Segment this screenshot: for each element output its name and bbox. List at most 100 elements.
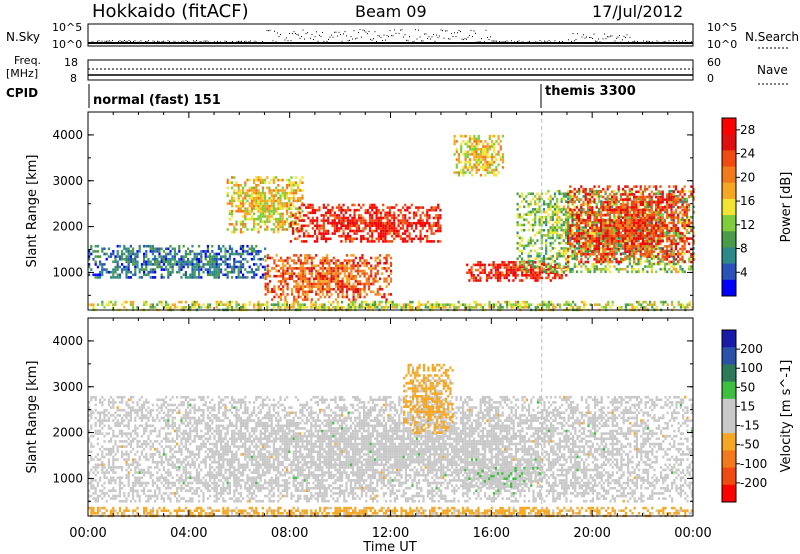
data-cell [123, 265, 126, 269]
data-cell [162, 268, 165, 271]
data-cell [377, 232, 380, 235]
data-cell [266, 225, 269, 229]
data-cell [562, 197, 565, 201]
data-cell [371, 303, 374, 306]
data-cell [672, 252, 675, 255]
data-cell [382, 216, 385, 220]
data-cell [310, 300, 313, 304]
data-cell [538, 266, 541, 269]
nsky-point [505, 41, 506, 43]
data-cell [118, 276, 121, 279]
data-cell [499, 147, 502, 151]
nsky-point [157, 40, 158, 42]
data-cell [158, 247, 161, 251]
data-cell [657, 208, 660, 211]
data-cell [377, 237, 380, 241]
data-cell [136, 263, 139, 266]
data-cell [244, 268, 247, 271]
nsky-point [152, 40, 154, 42]
data-cell [474, 268, 478, 272]
data-cell [321, 290, 324, 294]
data-cell [279, 207, 282, 210]
data-cell [514, 261, 517, 264]
data-cell [127, 255, 130, 258]
data-cell [558, 208, 561, 211]
nsky-point [343, 33, 344, 35]
data-cell [246, 207, 249, 210]
data-cell [282, 274, 285, 278]
data-cell [501, 274, 504, 277]
data-cell [357, 216, 361, 220]
data-cell [282, 293, 285, 296]
data-cell [352, 293, 355, 296]
data-cell [475, 140, 478, 143]
data-cell [331, 224, 334, 228]
data-cell [435, 306, 438, 309]
data-cell [239, 265, 242, 269]
data-cell [363, 274, 366, 278]
data-cell [299, 215, 302, 218]
data-cell [244, 202, 247, 205]
data-cell [488, 166, 491, 169]
data-cell [299, 254, 302, 257]
data-cell [520, 236, 524, 240]
data-cell [655, 270, 658, 274]
data-cell [125, 270, 128, 274]
data-cell [228, 210, 231, 213]
data-cell [314, 300, 317, 304]
data-cell [468, 306, 471, 309]
data-cell [112, 273, 115, 277]
nsky-point [646, 40, 647, 42]
data-cell [171, 255, 174, 258]
data-cell [283, 306, 286, 309]
data-cell [264, 207, 267, 210]
data-cell [308, 267, 311, 270]
data-cell [282, 280, 285, 283]
data-cell [488, 147, 491, 151]
data-cell [393, 206, 396, 209]
nsky-point [629, 36, 631, 38]
data-cell [226, 181, 229, 184]
data-cell [121, 263, 124, 266]
data-cell [562, 192, 565, 196]
data-cell [121, 257, 124, 261]
data-cell [319, 259, 322, 262]
data-cell [677, 236, 680, 240]
data-cell [672, 265, 675, 268]
data-cell [367, 282, 371, 286]
nsky-point [125, 40, 127, 42]
data-cell [459, 303, 462, 306]
data-cell [490, 145, 494, 148]
data-cell [330, 280, 333, 283]
data-cell [371, 306, 374, 309]
data-cell [545, 276, 548, 280]
data-cell [430, 240, 433, 243]
data-cell [331, 221, 334, 225]
data-cell [255, 191, 258, 195]
data-cell [641, 267, 645, 271]
data-cell [619, 195, 623, 198]
data-cell [310, 259, 313, 262]
data-cell [156, 250, 159, 253]
data-cell [226, 178, 229, 182]
data-cell [545, 252, 548, 255]
data-cell [348, 267, 351, 270]
data-cell [597, 231, 601, 235]
data-cell [303, 303, 306, 306]
data-cell [300, 229, 303, 233]
data-cell [363, 259, 366, 262]
data-cell [553, 202, 557, 206]
data-cell [353, 203, 356, 207]
data-cell [299, 181, 302, 184]
data-cell [242, 204, 245, 208]
data-cell [94, 273, 97, 277]
nsky-point [610, 35, 611, 37]
data-cell [345, 285, 349, 288]
data-cell [434, 208, 438, 212]
data-cell [307, 234, 310, 238]
data-cell [198, 268, 201, 271]
data-cell [250, 250, 253, 253]
data-cell [564, 210, 568, 214]
data-cell [244, 215, 247, 218]
data-cell [652, 218, 656, 222]
